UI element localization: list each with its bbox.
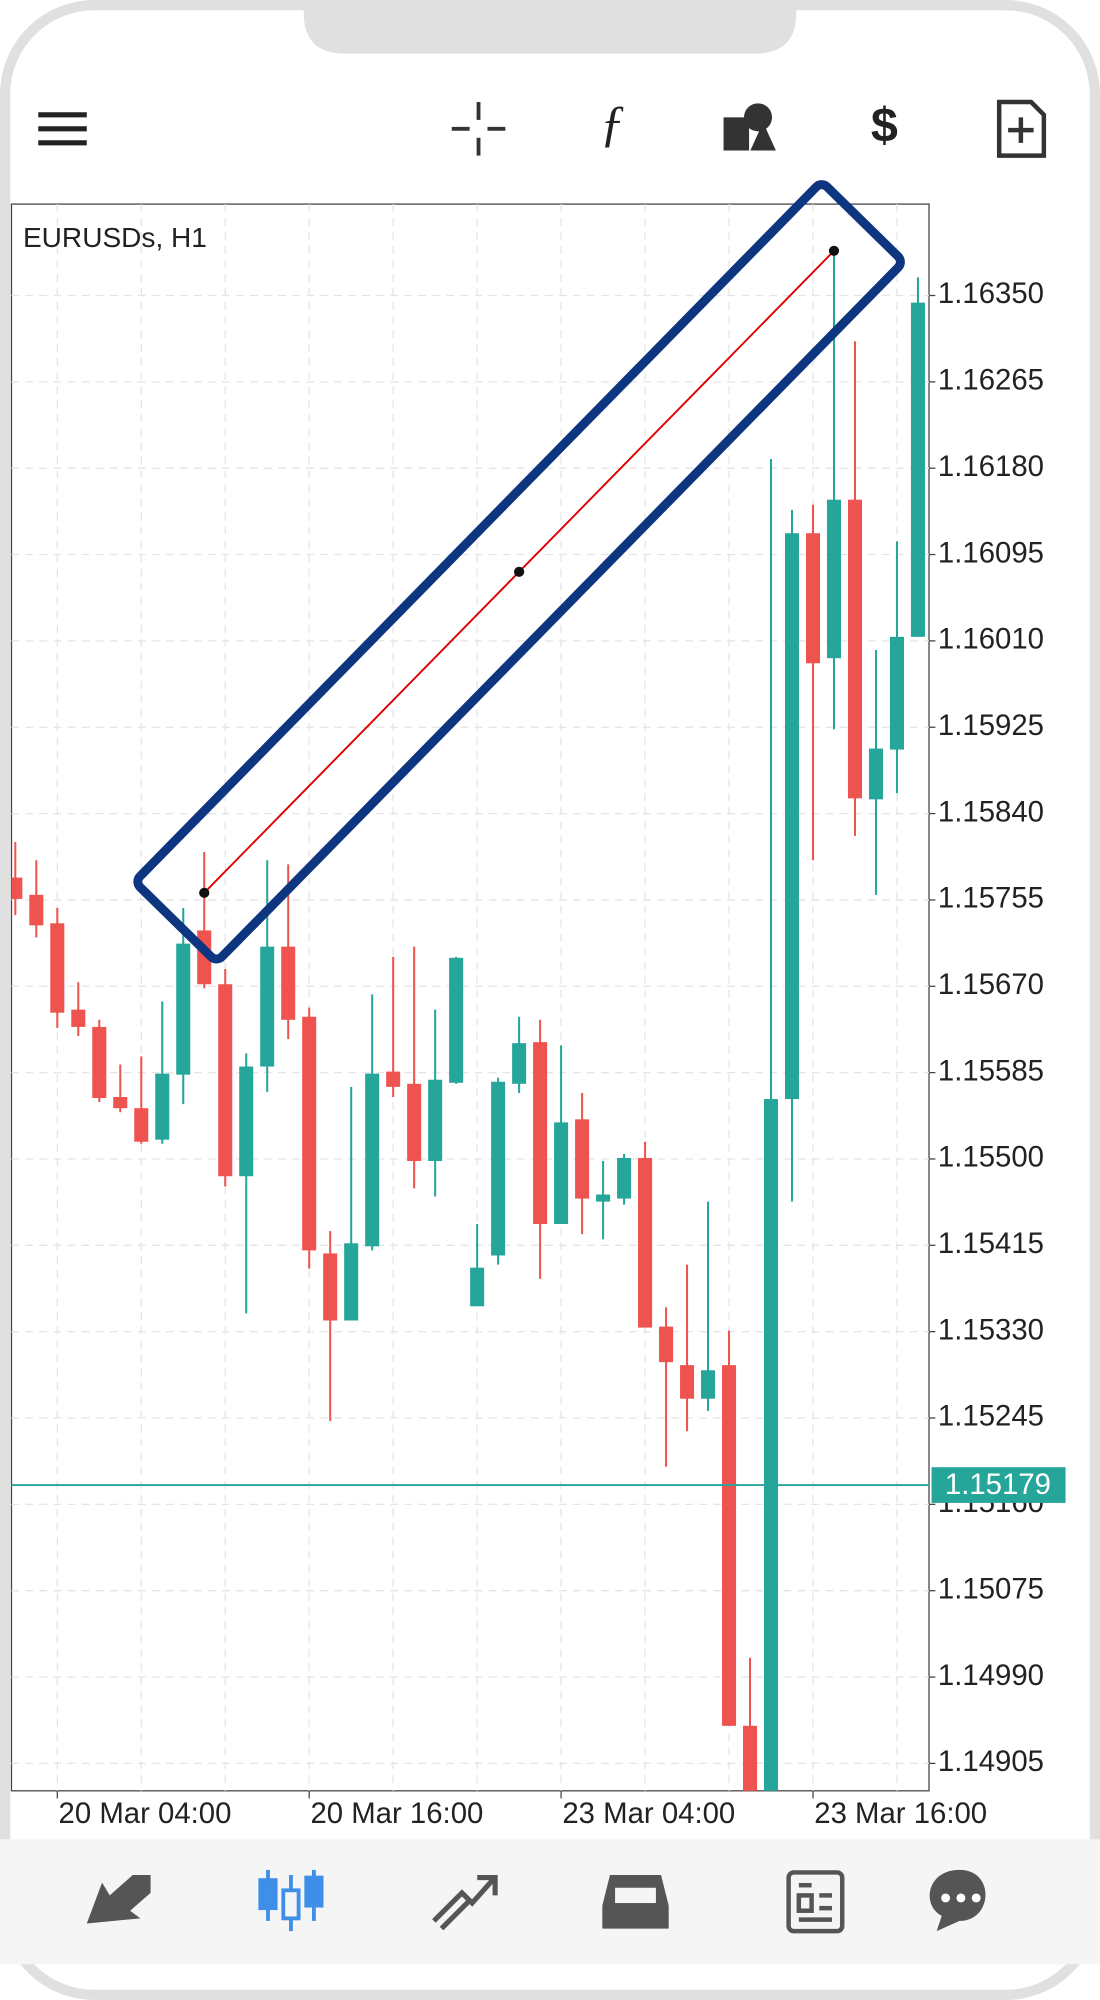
candle-body [889, 636, 904, 750]
candle-body [344, 1243, 359, 1321]
y-tick-label: 1.15075 [938, 1572, 1044, 1605]
candle-body [701, 1370, 716, 1399]
indicators-button[interactable]: ƒ [600, 97, 626, 153]
plot-area [11, 250, 930, 1791]
candle-body [722, 1365, 737, 1726]
quotes-tab[interactable] [86, 1875, 151, 1924]
candle-body [764, 1099, 779, 1791]
y-tick-label: 1.15245 [938, 1400, 1044, 1433]
candle-body [176, 943, 191, 1075]
candle-body [533, 1042, 548, 1224]
candle-body [784, 533, 800, 1100]
candle-body [575, 1119, 590, 1199]
candle-body [680, 1365, 695, 1399]
chat-tab[interactable] [929, 1869, 986, 1932]
chart-tab[interactable] [258, 1869, 324, 1932]
candle-body [847, 499, 863, 799]
x-tick-label: 23 Mar 16:00 [814, 1797, 987, 1830]
chart-frame [10, 203, 930, 1792]
candle-body [449, 957, 464, 1083]
candle-body [29, 894, 44, 926]
candle-body [365, 1073, 380, 1247]
candle-body [512, 1043, 527, 1084]
candle-body [50, 923, 65, 1013]
candle-body [239, 1066, 254, 1177]
y-tick-label: 1.15925 [938, 709, 1044, 742]
notch [303, 0, 797, 54]
symbol-label: EURUSDs, H1 [23, 222, 207, 253]
candle-body [868, 748, 883, 800]
candle-body [302, 1016, 317, 1251]
candle-body [281, 946, 296, 1020]
current-price-box [931, 1467, 1066, 1503]
y-tick-label: 1.15500 [938, 1141, 1044, 1174]
candle-body [491, 1081, 506, 1256]
x-tick-label: 20 Mar 16:00 [310, 1797, 483, 1830]
y-tick-label: 1.14990 [938, 1659, 1044, 1692]
crosshair-button[interactable] [451, 102, 506, 156]
trendline-handle [514, 566, 525, 577]
x-tick-label: 20 Mar 04:00 [59, 1797, 232, 1830]
trade-button[interactable]: $ [871, 99, 898, 153]
selection-highlight [133, 180, 905, 964]
axes: 1.16350 1.16265 1.16180 1.16095 1.16010 1.159… [56, 277, 1066, 1830]
candle-body [617, 1157, 632, 1199]
candle-body [218, 984, 233, 1177]
candle-body [323, 1253, 338, 1321]
candle-body [134, 1108, 149, 1142]
candle-body [596, 1194, 611, 1202]
y-tick-label: 1.15330 [938, 1313, 1044, 1346]
candle-body [554, 1122, 569, 1224]
y-tick-label: 1.15840 [938, 795, 1044, 828]
news-tab[interactable] [786, 1870, 845, 1934]
candle-body [910, 302, 925, 637]
y-tick-label: 1.16180 [938, 450, 1044, 483]
candle-body [11, 877, 23, 899]
bottom-nav [0, 1839, 1100, 1965]
y-tick-label: 1.16095 [938, 536, 1044, 569]
candle-body [92, 1026, 107, 1099]
current-price-label: 1.15179 [945, 1468, 1051, 1501]
candle-body [826, 499, 842, 659]
trendline-anchor [828, 245, 840, 256]
y-tick-label: 1.16265 [938, 364, 1044, 397]
trendline-anchor [199, 887, 210, 898]
candle-body [260, 946, 275, 1067]
candle-body [113, 1097, 128, 1109]
candle-body [470, 1267, 485, 1307]
y-tick-label: 1.16350 [938, 277, 1044, 310]
candle-body [743, 1725, 758, 1791]
y-tick-label: 1.14905 [938, 1745, 1044, 1778]
y-tick-label: 1.16010 [938, 623, 1044, 656]
history-tab[interactable] [602, 1875, 669, 1929]
y-tick-label: 1.15415 [938, 1227, 1044, 1260]
trade-tab[interactable] [432, 1875, 498, 1931]
candle-body [71, 1009, 86, 1027]
candle-body [428, 1079, 443, 1161]
candle-body [386, 1071, 401, 1087]
objects-button[interactable] [723, 103, 776, 151]
menu-button[interactable] [38, 112, 87, 146]
candle-body [659, 1326, 674, 1363]
y-tick-label: 1.15670 [938, 968, 1044, 1001]
new-order-button[interactable] [996, 99, 1047, 158]
x-tick-label: 23 Mar 04:00 [562, 1797, 735, 1830]
candle-body [805, 533, 821, 664]
y-tick-label: 1.15585 [938, 1054, 1044, 1087]
candle-body [407, 1083, 422, 1161]
candle-body [638, 1157, 653, 1328]
candle-body [155, 1073, 170, 1140]
y-tick-label: 1.15755 [938, 882, 1044, 915]
